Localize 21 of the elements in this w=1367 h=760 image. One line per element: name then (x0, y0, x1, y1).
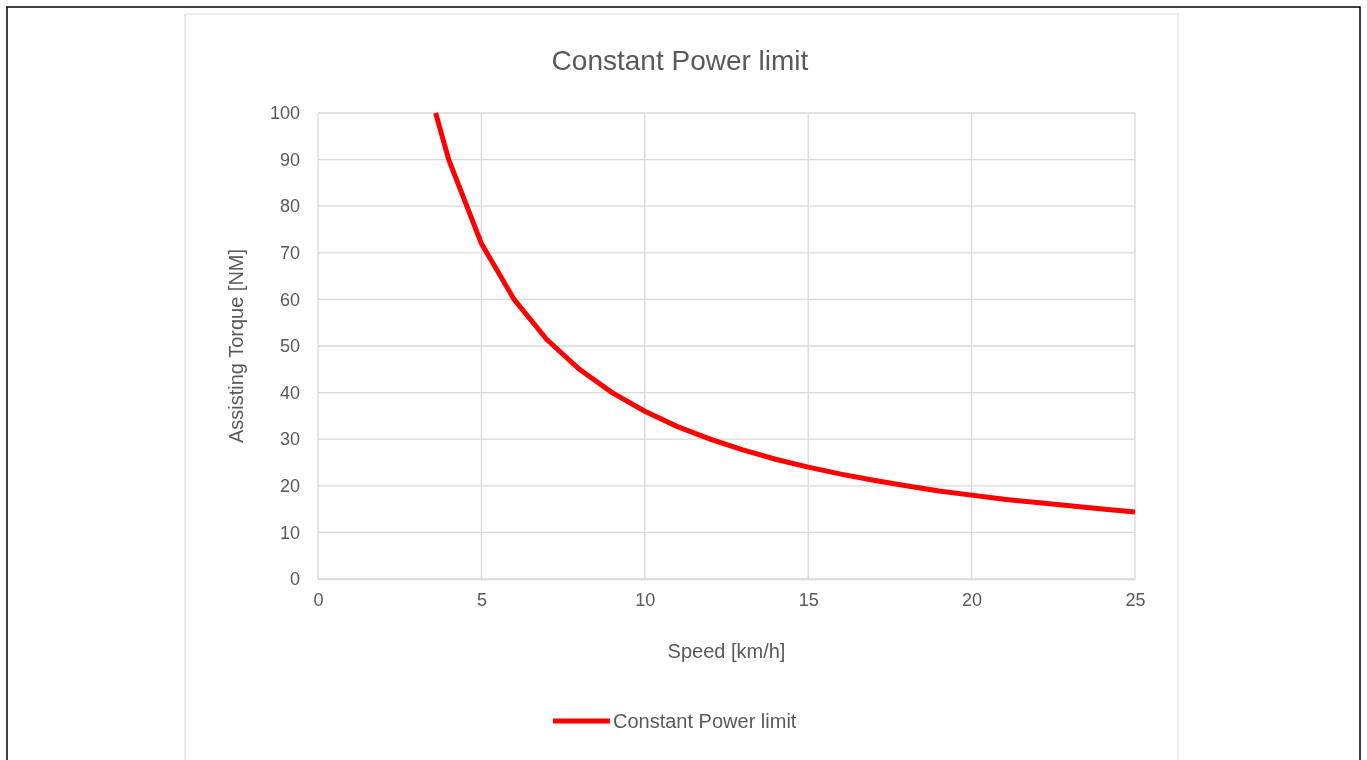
y-tick-label: 20 (279, 476, 300, 497)
y-tick-label: 80 (279, 196, 300, 217)
x-tick-label: 10 (635, 589, 656, 610)
legend-label: Constant Power limit (613, 710, 797, 732)
x-tick-label: 0 (313, 589, 324, 610)
x-tick-label: 5 (476, 589, 487, 610)
x-tick-label: 20 (962, 589, 983, 610)
y-tick-label: 30 (279, 429, 300, 450)
y-tick-label: 90 (279, 149, 300, 170)
y-tick-label: 0 (289, 569, 300, 590)
x-tick-label: 25 (1125, 589, 1146, 610)
y-tick-label: 60 (279, 289, 300, 310)
y-tick-label: 50 (279, 336, 300, 357)
y-tick-label: 10 (279, 522, 300, 543)
y-tick-label: 40 (279, 382, 300, 403)
x-axis-title: Speed [km/h] (667, 640, 786, 662)
x-tick-label: 15 (798, 589, 819, 610)
y-tick-label: 70 (279, 243, 300, 264)
y-tick-label: 100 (269, 103, 300, 124)
chart-title: Constant Power limit (551, 45, 809, 76)
y-axis-title: Assisting Torque [NM] (225, 248, 247, 444)
